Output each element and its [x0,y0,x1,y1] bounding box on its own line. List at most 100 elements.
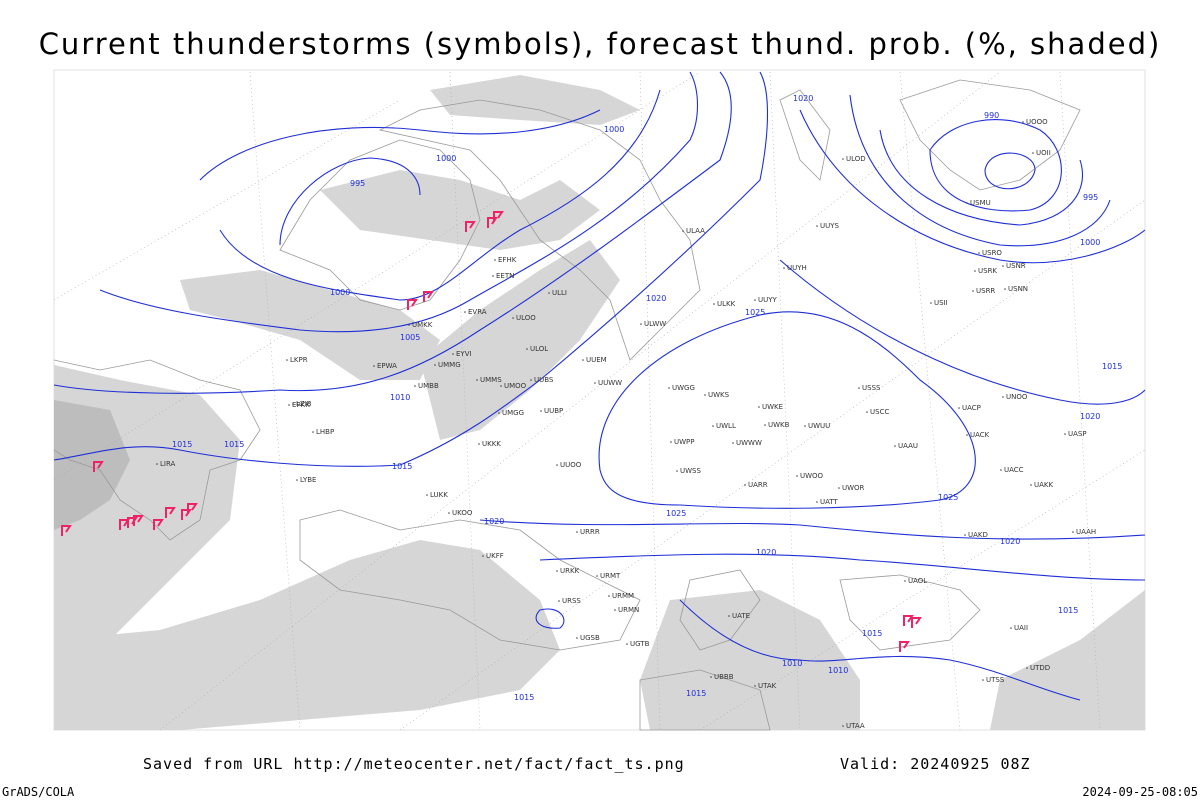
isobar-label: 1015 [686,689,706,698]
station-label: UAII [1014,624,1028,632]
station-dot [712,425,714,427]
station-dot [494,259,496,261]
station-dot [904,580,906,582]
station-label: URMN [618,606,639,614]
isobar-label: 1010 [828,666,848,675]
station-dot [732,442,734,444]
station-dot [500,385,502,387]
station-label: URRR [580,528,600,536]
station-dot [728,615,730,617]
station-label: UUOO [560,461,582,469]
station-dot [964,534,966,536]
station-dot [498,412,500,414]
isobar [279,157,421,246]
station-dot [744,484,746,486]
station-dot [804,425,806,427]
station-dot [754,685,756,687]
station-dot [582,359,584,361]
station-label: URMM [612,592,634,600]
station-label: UACK [970,431,990,439]
station-label: UWLL [716,422,736,430]
station-dot [758,406,760,408]
station-dot [1064,433,1066,435]
station-label: UWOR [842,484,865,492]
station-dot [156,463,158,465]
station-dot [614,609,616,611]
isobar-label: 1015 [392,462,412,471]
station-dot [783,267,785,269]
station-label: UATE [732,612,750,620]
station-label: EVRA [468,308,487,316]
isobar-label: 1020 [646,294,666,303]
station-dot [296,479,298,481]
station-dot [972,290,974,292]
station-label: UGTB [630,640,650,648]
credit: GrADS/COLA [2,785,75,799]
station-dot [764,424,766,426]
station-label: UUYY [758,296,778,304]
station-dot [540,410,542,412]
station-label: USCC [870,408,889,416]
station-label: EPKK [292,401,310,409]
station-dot [464,311,466,313]
station-dot [1030,484,1032,486]
isobar [849,94,1111,247]
station-label: UKKK [482,440,501,448]
station-dot [558,600,560,602]
source-url: Saved from URL http://meteocenter.net/fa… [143,755,685,773]
isobar-labels: 995 1000 1000 1000 1005 1010 1015 1015 1… [172,94,1122,702]
station-dot [476,379,478,381]
station-label: UWKE [762,403,783,411]
station-dot [676,470,678,472]
isobar-label: 995 [350,179,365,188]
thunderstorm-symbol [61,211,922,652]
isobar [679,599,1081,701]
station-label: UBBB [714,673,734,681]
station-label: UAKD [968,531,988,539]
station-label: UAOL [908,577,927,585]
isobar [53,71,768,467]
station-label: UAKK [1034,481,1054,489]
station-dot [1002,396,1004,398]
station-dot [754,299,756,301]
coastline [779,89,831,181]
station-label: URMT [600,572,621,580]
station-label: UTSS [986,676,1005,684]
station-label: UTDD [1030,664,1050,672]
station-dot [576,531,578,533]
station-label: UUEM [586,356,607,364]
isobar-label: 1025 [666,509,686,518]
station-label: UMKK [412,321,433,329]
station-label: UUYH [787,264,807,272]
isobar-label: 1005 [400,333,420,342]
station-dot [974,270,976,272]
probability-area [990,590,1145,730]
isobar [799,109,1146,264]
station-dot [594,382,596,384]
isobar-label: 995 [1083,193,1098,202]
station-label: USRR [976,287,995,295]
coastline [639,669,771,731]
station-dot [1026,667,1028,669]
station-dot [448,512,450,514]
station-dot [1010,627,1012,629]
station-dot [426,494,428,496]
probability-area [54,400,130,530]
isobar-label: 1020 [756,548,776,557]
station-dot [1000,469,1002,471]
station-dot [596,575,598,577]
station-label: UOII [1036,149,1051,157]
station-label: UAAU [898,442,918,450]
isobar-label: 1020 [1080,412,1100,421]
station-label: UMMG [438,361,461,369]
station-dot [670,441,672,443]
station-label: ULOD [846,155,866,163]
probability-area [54,540,560,730]
station-dot [713,303,715,305]
station-dot [982,679,984,681]
station-label: ULKK [717,300,736,308]
station-dot [866,411,868,413]
station-label: UACP [962,404,981,412]
station-dot [512,317,514,319]
station-label: ULOL [530,345,548,353]
